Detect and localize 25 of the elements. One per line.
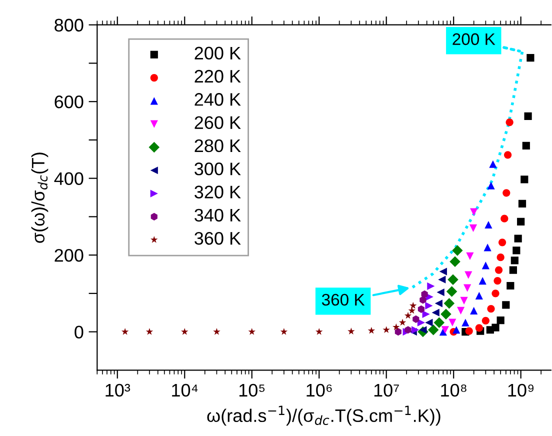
- x-axis-title: ω(rad.s$^{−1}$)/(σ$_{dc}$.T(S.cm$^{−1}$.K)): [207, 406, 440, 426]
- annotation: 360 K: [322, 294, 365, 306]
- legend-label: 260 K: [194, 116, 241, 129]
- y-tick-label: 800: [54, 18, 84, 32]
- legend-label: 280 K: [194, 139, 241, 152]
- x-tick-label: 10⁷: [374, 384, 399, 397]
- legend-label: 240 K: [194, 93, 241, 106]
- x-tick-label: 10⁶: [306, 384, 332, 397]
- y-tick-label: 200: [54, 248, 84, 262]
- x-tick-label: 10⁸: [441, 384, 466, 397]
- legend-label: 200 K: [194, 46, 241, 60]
- x-tick-label: 10⁴: [172, 384, 198, 397]
- y-tick-label: 0: [74, 326, 84, 339]
- legend-label: 360 K: [194, 232, 241, 245]
- legend-label: 340 K: [194, 208, 241, 222]
- y-axis-title: σ(ω)/σ$_{dc}$(T): [31, 152, 48, 243]
- x-tick-label: 10⁵: [239, 384, 265, 397]
- legend-label: 220 K: [194, 70, 241, 83]
- y-tick-label: 400: [54, 172, 84, 186]
- annotation: 200 K: [452, 33, 496, 46]
- x-tick-label: 10³: [106, 384, 130, 397]
- x-tick-label: 10⁹: [508, 384, 534, 397]
- legend-label: 320 K: [194, 186, 241, 198]
- legend-label: 300 K: [194, 162, 241, 176]
- y-tick-label: 600: [54, 96, 84, 108]
